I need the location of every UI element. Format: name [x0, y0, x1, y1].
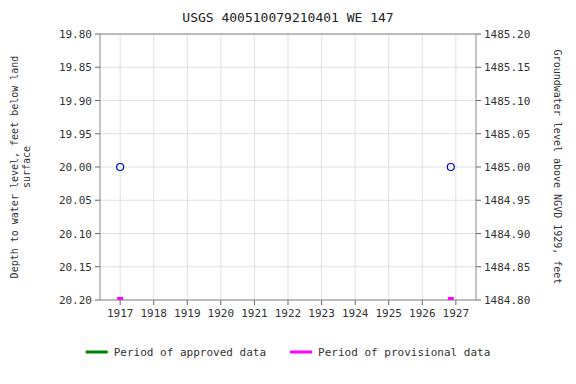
grid-line [100, 133, 476, 134]
legend: Period of approved data Period of provisi… [86, 346, 491, 359]
tick-label: 1917 [107, 307, 134, 320]
circle-point [117, 164, 124, 171]
grid [100, 34, 476, 300]
title: USGS 400510079210401 WE 147 [182, 10, 393, 25]
tick-label: 1918 [140, 307, 167, 320]
tick-label: 1924 [342, 307, 369, 320]
tick-mark [95, 167, 100, 168]
tick-label: 1922 [275, 307, 302, 320]
grid-line [100, 100, 476, 101]
tick-mark [321, 300, 322, 305]
tick-mark [120, 300, 121, 305]
tick-label: 1919 [174, 307, 201, 320]
tick-mark [95, 100, 100, 101]
axis-label: Depth to water level, feet below landsur… [9, 56, 32, 279]
tick-label: 1927 [443, 307, 470, 320]
tick-label: 19.90 [59, 95, 92, 108]
tick-label: 1484.90 [484, 228, 530, 241]
tick-mark [95, 34, 100, 35]
tick-mark [476, 200, 481, 201]
tick-label: 1485.10 [484, 95, 530, 108]
plot-area [100, 34, 476, 300]
legend-swatch [86, 351, 108, 354]
tick-label: 1923 [308, 307, 335, 320]
grid-line [100, 200, 476, 201]
tick-mark [153, 300, 154, 305]
tick-label: 20.00 [59, 161, 92, 174]
tick-mark [95, 266, 100, 267]
tick-mark [187, 300, 188, 305]
tick-mark [476, 300, 481, 301]
tick-mark [355, 300, 356, 305]
grid-line [100, 233, 476, 234]
tick-label: 19.80 [59, 28, 92, 41]
tick-mark [422, 300, 423, 305]
tick-label: 1484.85 [484, 261, 530, 274]
tick-label: 1485.15 [484, 61, 530, 74]
tick-label: 20.05 [59, 194, 92, 207]
tick-mark [95, 67, 100, 68]
marks [117, 164, 455, 301]
tick-mark [476, 266, 481, 267]
tick-label: 19.95 [59, 128, 92, 141]
tick-label: 1925 [375, 307, 402, 320]
tick-label: 1921 [241, 307, 268, 320]
plot-frame [100, 34, 476, 300]
grid-line [100, 67, 476, 68]
tick-mark [476, 67, 481, 68]
tick-label: 1484.80 [484, 294, 530, 307]
legend-label: Period of approved data [114, 346, 266, 359]
square-point [448, 297, 454, 300]
tick-label: 19.85 [59, 61, 92, 74]
tick-label: 1926 [409, 307, 436, 320]
tick-mark [254, 300, 255, 305]
grid-line [100, 266, 476, 267]
tick-mark [220, 300, 221, 305]
square-point [117, 297, 123, 300]
tick-label: 20.10 [59, 228, 92, 241]
tick-mark [288, 300, 289, 305]
circle-point [447, 164, 454, 171]
chart: 1917 1918 1919 1920 1921 1922 1923 1924 1925 1926… [0, 0, 576, 384]
tick-mark [476, 34, 481, 35]
tick-label: 1485.05 [484, 128, 530, 141]
legend-swatch [290, 351, 312, 354]
tick-mark [95, 133, 100, 134]
grid-line [100, 167, 476, 168]
tick-label: 20.20 [59, 294, 92, 307]
tick-label: 20.15 [59, 261, 92, 274]
tick-mark [476, 133, 481, 134]
tick-mark [388, 300, 389, 305]
tick-mark [95, 233, 100, 234]
tick-mark [476, 167, 481, 168]
legend-label: Period of provisional data [318, 346, 490, 359]
axis-label-line: Depth to water level, feet below land [9, 56, 20, 279]
legend-item: Period of provisional data [290, 346, 490, 359]
tick-label: 1485.20 [484, 28, 530, 41]
tick-mark [95, 200, 100, 201]
axis-label-line: surface [21, 146, 32, 188]
tick-mark [95, 300, 100, 301]
tick-label: 1484.95 [484, 194, 530, 207]
axis-label: Groundwater level above NGVD 1929, feet [552, 50, 563, 285]
tick-mark [476, 233, 481, 234]
tick-mark [476, 100, 481, 101]
tick-label: 1485.00 [484, 161, 530, 174]
tick-label: 1920 [208, 307, 235, 320]
legend-item: Period of approved data [86, 346, 266, 359]
tick-mark [455, 300, 456, 305]
